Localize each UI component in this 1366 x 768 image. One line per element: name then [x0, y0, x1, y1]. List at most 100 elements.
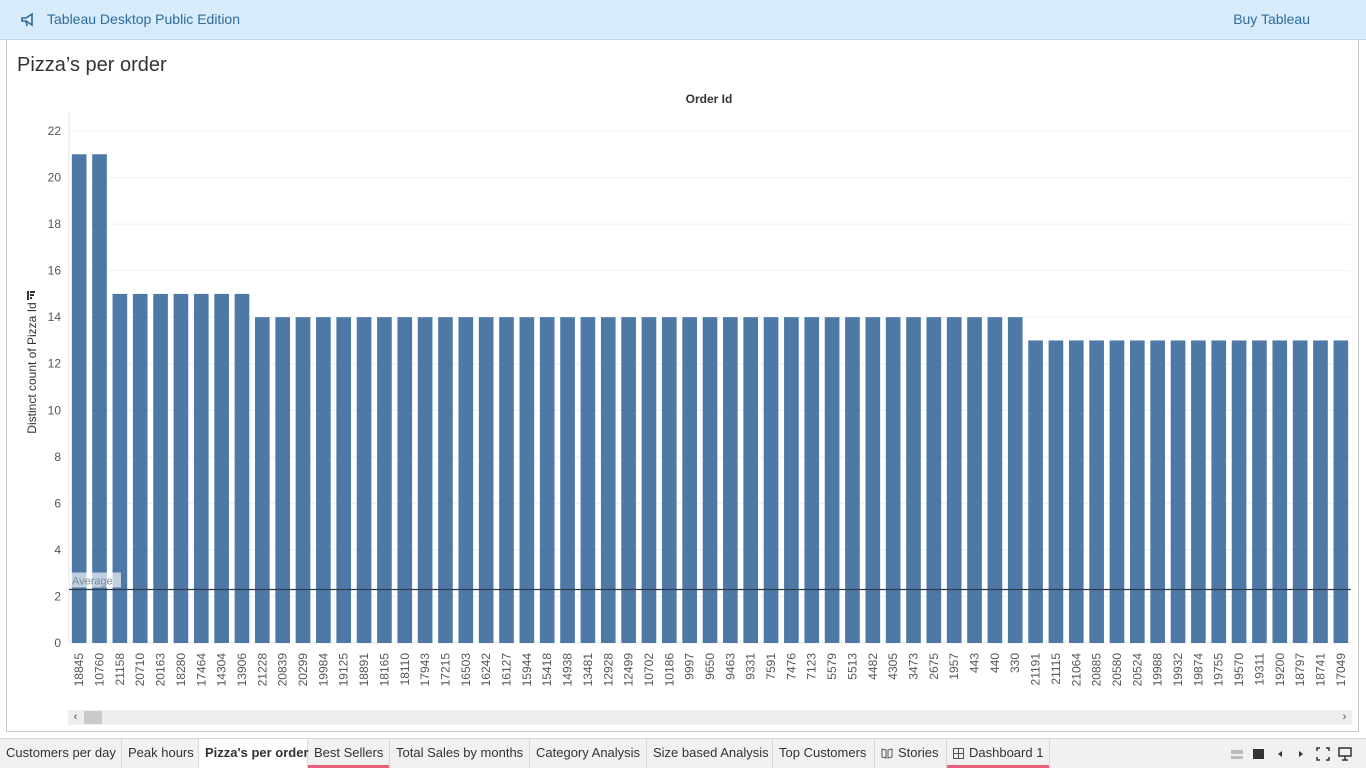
x-tick-label: 12499: [622, 653, 636, 687]
bar[interactable]: [71, 154, 87, 644]
bar[interactable]: [1007, 317, 1023, 643]
tab-peak-hours[interactable]: Peak hours: [122, 739, 199, 768]
bar[interactable]: [336, 317, 352, 643]
average-label-background: [70, 572, 121, 588]
bar[interactable]: [1272, 340, 1288, 643]
bar[interactable]: [173, 293, 189, 643]
bar[interactable]: [682, 317, 697, 643]
x-axis-label: Order Id: [686, 92, 733, 106]
presentation-mode-icon[interactable]: [1338, 747, 1352, 761]
bar[interactable]: [1211, 340, 1227, 643]
previous-sheet-icon[interactable]: [1274, 747, 1288, 761]
bar[interactable]: [397, 317, 413, 643]
bar[interactable]: [499, 317, 514, 643]
bar[interactable]: [702, 317, 718, 643]
bar[interactable]: [1048, 340, 1064, 643]
buy-tableau-link[interactable]: Buy Tableau: [1233, 11, 1310, 27]
bar[interactable]: [1028, 340, 1043, 643]
x-tick-label: 7123: [805, 653, 819, 680]
bar[interactable]: [153, 293, 168, 643]
bar[interactable]: [1292, 340, 1308, 643]
bar[interactable]: [112, 293, 128, 643]
bar[interactable]: [539, 317, 555, 643]
bar[interactable]: [906, 317, 921, 643]
tab-customers-per-day[interactable]: Customers per day: [0, 739, 122, 768]
bar[interactable]: [1130, 340, 1145, 643]
bar[interactable]: [946, 317, 962, 643]
bar[interactable]: [641, 317, 657, 643]
bar[interactable]: [92, 154, 107, 644]
bar[interactable]: [804, 317, 820, 643]
bar[interactable]: [845, 317, 860, 643]
x-tick-label: 18845: [72, 653, 86, 687]
tab-total-sales-by-months[interactable]: Total Sales by months: [390, 739, 530, 768]
bar[interactable]: [743, 317, 759, 643]
bar[interactable]: [1313, 340, 1328, 643]
bar[interactable]: [885, 317, 901, 643]
bar[interactable]: [1068, 340, 1084, 643]
bar[interactable]: [1109, 340, 1125, 643]
bar[interactable]: [1231, 340, 1247, 643]
x-tick-label: 19570: [1232, 653, 1246, 687]
bar[interactable]: [356, 317, 372, 643]
x-tick-label: 1957: [947, 653, 961, 680]
bar[interactable]: [967, 317, 982, 643]
bar[interactable]: [295, 317, 311, 643]
bar[interactable]: [377, 317, 392, 643]
bar[interactable]: [1252, 340, 1267, 643]
tab-best-sellers[interactable]: Best Sellers: [308, 739, 390, 768]
scroll-left-icon[interactable]: ‹: [73, 711, 78, 723]
bar[interactable]: [234, 293, 250, 643]
x-tick-label: 5513: [845, 653, 859, 680]
bar[interactable]: [1150, 340, 1166, 643]
tab-category-analysis[interactable]: Category Analysis: [530, 739, 647, 768]
bar[interactable]: [132, 293, 148, 643]
tab-top-customers[interactable]: Top Customers: [773, 739, 875, 768]
bar[interactable]: [723, 317, 738, 643]
x-tick-label: 12928: [601, 653, 615, 687]
bar[interactable]: [865, 317, 881, 643]
tab-label: Customers per day: [6, 745, 116, 760]
bar[interactable]: [987, 317, 1003, 643]
bar[interactable]: [824, 317, 840, 643]
sort-icon[interactable]: [27, 291, 35, 300]
sheet-view-icon[interactable]: [1252, 747, 1266, 761]
bar[interactable]: [275, 317, 290, 643]
bar[interactable]: [1191, 340, 1206, 643]
bar[interactable]: [193, 293, 209, 643]
tab-pizzas-per-order[interactable]: Pizza's per order: [199, 739, 309, 768]
bar[interactable]: [1333, 340, 1349, 643]
tab-stories[interactable]: Stories: [875, 739, 947, 768]
tab-label: Pizza's per order: [205, 745, 309, 760]
x-tick-label: 18110: [398, 653, 412, 686]
bar[interactable]: [763, 317, 779, 643]
x-tick-label: 14938: [561, 653, 575, 687]
bar[interactable]: [438, 317, 453, 643]
bar[interactable]: [214, 293, 229, 643]
bar[interactable]: [417, 317, 433, 643]
bar[interactable]: [316, 317, 331, 643]
tab-dashboard-1[interactable]: Dashboard 1: [947, 739, 1050, 768]
x-tick-label: 19874: [1191, 653, 1205, 687]
bar[interactable]: [458, 317, 474, 643]
bar[interactable]: [1170, 340, 1186, 643]
bar[interactable]: [661, 317, 677, 643]
scroll-thumb[interactable]: [84, 711, 102, 724]
next-sheet-icon[interactable]: [1294, 747, 1308, 761]
bar[interactable]: [600, 317, 616, 643]
x-tick-label: 16503: [459, 653, 473, 687]
bar[interactable]: [1089, 340, 1104, 643]
bar[interactable]: [926, 317, 942, 643]
horizontal-scrollbar[interactable]: ‹ ›: [68, 710, 1352, 725]
bar[interactable]: [621, 317, 636, 643]
bar[interactable]: [519, 317, 535, 643]
bar[interactable]: [560, 317, 575, 643]
bar[interactable]: [580, 317, 596, 643]
fullscreen-icon[interactable]: [1316, 747, 1330, 761]
filmstrip-view-icon[interactable]: [1230, 747, 1244, 761]
scroll-right-icon[interactable]: ›: [1342, 711, 1347, 723]
bar[interactable]: [254, 317, 270, 643]
tab-size-based-analysis[interactable]: Size based Analysis: [647, 739, 773, 768]
bar[interactable]: [784, 317, 799, 643]
bar[interactable]: [478, 317, 494, 643]
